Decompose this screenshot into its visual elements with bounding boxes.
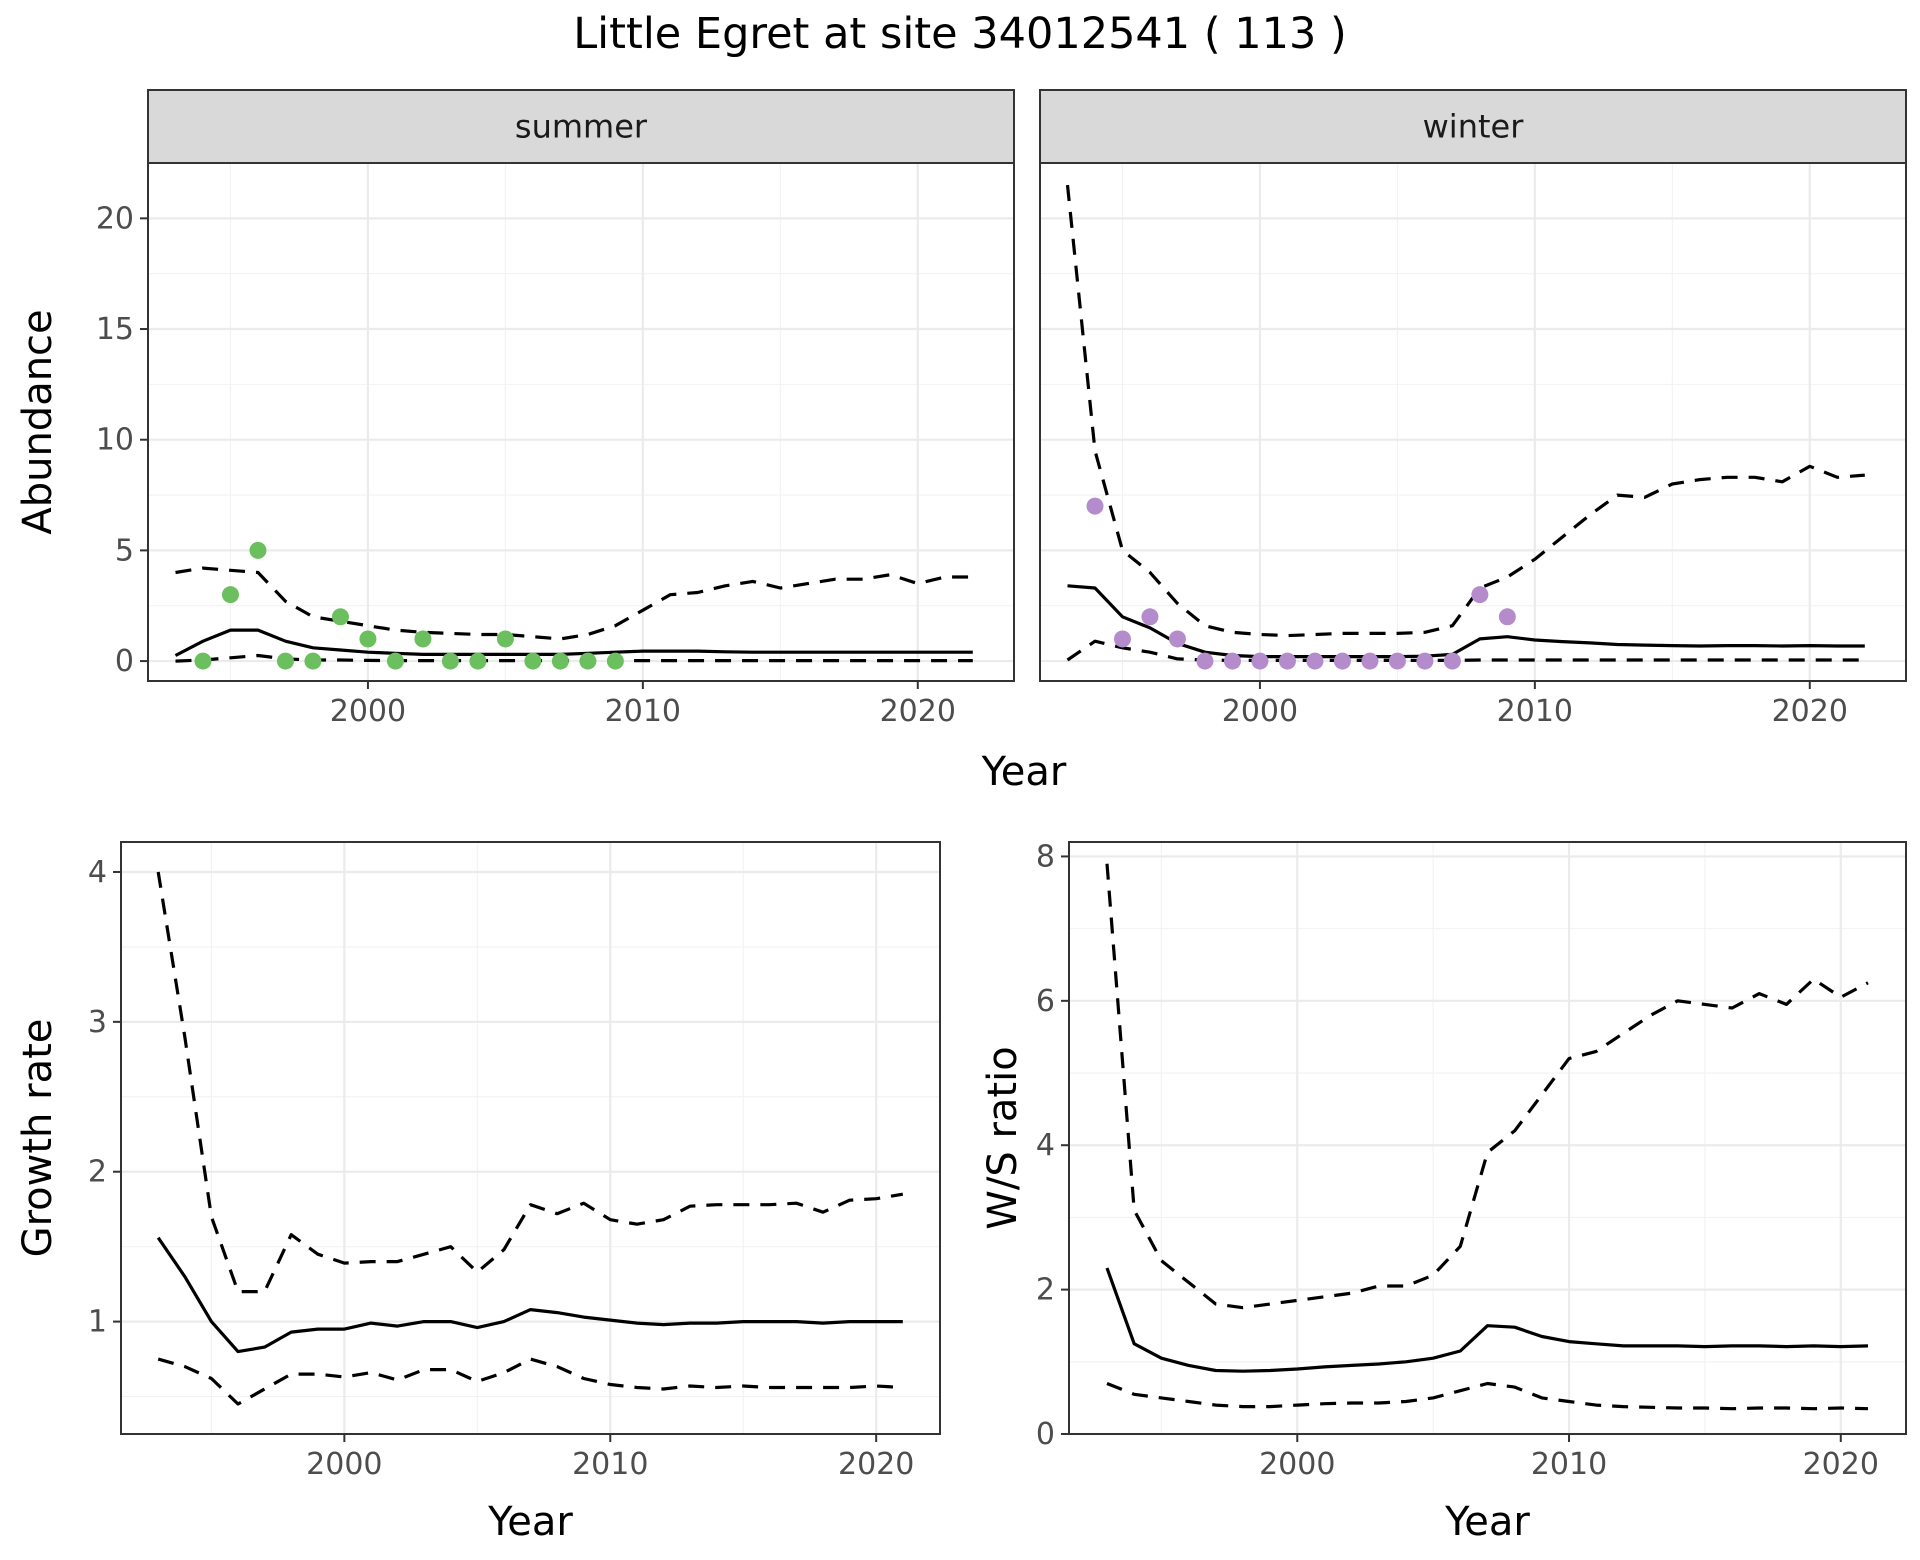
chart-3-x-tick-label-1: 2010 <box>572 1447 648 1482</box>
chart-4-x-axis-title: Year <box>1444 1499 1530 1545</box>
abundance-x-axis-title: Year <box>981 749 1067 795</box>
chart-3-y-tick-label-3: 4 <box>88 855 107 890</box>
chart-1-y-tick-label-0: 0 <box>115 644 134 679</box>
chart-2-panel-background <box>1040 163 1906 681</box>
chart-1-y-tick-label-2: 10 <box>96 423 134 458</box>
chart-4-panel-background <box>1069 842 1906 1434</box>
chart-3-y-tick-label-2: 3 <box>88 1005 107 1040</box>
chart-1-panel-background <box>148 163 1014 681</box>
chart-1-observed-point-11 <box>496 630 514 648</box>
chart-1-observed-point-12 <box>524 652 542 670</box>
chart-4-x-tick-label-1: 2010 <box>1531 1447 1607 1482</box>
chart-4-y-tick-label-1: 2 <box>1036 1273 1055 1308</box>
chart-2-observed-point-12 <box>1416 652 1434 670</box>
figure-title: Little Egret at site 34012541 ( 113 ) <box>573 9 1347 59</box>
chart-1-y-axis-title: Abundance <box>15 309 61 534</box>
chart-1-observed-point-3 <box>276 652 294 670</box>
chart-1-y-tick-label-3: 15 <box>96 312 134 347</box>
chart-1-observed-point-5 <box>331 608 349 626</box>
chart-1-observed-point-2 <box>249 541 267 559</box>
chart-2-facet-label: winter <box>1423 108 1525 146</box>
chart-2-observed-point-0 <box>1086 497 1104 515</box>
chart-2-observed-point-4 <box>1196 652 1214 670</box>
chart-1-observed-point-15 <box>606 652 624 670</box>
chart-2-observed-point-7 <box>1278 652 1296 670</box>
chart-4-x-tick-label-2: 2020 <box>1803 1447 1879 1482</box>
chart-2-observed-point-3 <box>1168 630 1186 648</box>
chart-4-y-tick-label-3: 6 <box>1036 984 1055 1019</box>
chart-4-lower-line <box>1106 1381 1869 1411</box>
chart-3-y-axis-title: Growth rate <box>15 1019 61 1258</box>
chart-1-x-tick-label-0: 2000 <box>330 694 406 729</box>
chart-3-lower-line <box>157 1357 903 1406</box>
chart-2-facet-strip <box>1039 89 1907 164</box>
chart-1-facet-label: summer <box>515 108 648 146</box>
chart-1-y-tick-label-4: 20 <box>96 201 134 236</box>
chart-3-y-tick-label-0: 1 <box>88 1305 107 1340</box>
chart-2-estimate-line <box>1067 584 1865 659</box>
chart-2-observed-point-5 <box>1223 652 1241 670</box>
chart-1-observed-point-10 <box>469 652 487 670</box>
chart-2-observed-point-9 <box>1333 652 1351 670</box>
chart-4-y-tick-label-2: 4 <box>1036 1128 1055 1163</box>
chart-2-observed-point-14 <box>1471 586 1489 604</box>
chart-3-x-axis-title: Year <box>487 1499 573 1545</box>
chart-4-y-tick-label-4: 8 <box>1036 839 1055 874</box>
chart-4-upper-line <box>1105 863 1869 1310</box>
chart-1-facet-strip <box>147 89 1015 164</box>
chart-3-panel-background <box>121 842 940 1434</box>
winter-abundance-chart: winter 2000 2010 2020 <box>1039 89 1907 729</box>
chart-4-panel-border <box>1068 841 1907 1435</box>
chart-1-observed-point-14 <box>579 652 597 670</box>
chart-1-observed-point-0 <box>194 652 212 670</box>
chart-3-x-tick-label-2: 2020 <box>838 1447 914 1482</box>
chart-2-observed-point-1 <box>1113 630 1131 648</box>
chart-1-observed-point-4 <box>304 652 322 670</box>
chart-1-x-tick-label-2: 2020 <box>880 694 956 729</box>
chart-2-x-tick-label-0: 2000 <box>1222 694 1298 729</box>
chart-1-y-tick-label-1: 5 <box>115 533 134 568</box>
chart-2-observed-point-11 <box>1388 652 1406 670</box>
chart-2-x-tick-label-1: 2010 <box>1497 694 1573 729</box>
ws-ratio-chart: 2000 2010 2020 0 2 4 6 8 W/S ratio Year <box>980 839 1907 1545</box>
chart-2-x-tick-label-2: 2020 <box>1772 694 1848 729</box>
chart-2-observed-point-8 <box>1306 652 1324 670</box>
chart-4-y-tick-label-0: 0 <box>1036 1417 1055 1452</box>
chart-1-observed-point-6 <box>359 630 377 648</box>
growth-rate-chart: 2000 2010 2020 1 2 3 4 Growth rate Year <box>15 841 941 1545</box>
chart-1-observed-point-13 <box>551 652 569 670</box>
chart-3-x-tick-label-0: 2000 <box>306 1447 382 1482</box>
chart-4-y-axis-title: W/S ratio <box>980 1046 1026 1229</box>
chart-3-estimate-line <box>156 1236 903 1354</box>
chart-4-estimate-line <box>1105 1267 1869 1373</box>
chart-1-observed-point-1 <box>221 586 239 604</box>
chart-4-x-tick-label-0: 2000 <box>1259 1447 1335 1482</box>
chart-1-estimate-line <box>174 628 973 657</box>
chart-1-upper-line <box>175 566 973 641</box>
chart-2-observed-point-6 <box>1251 652 1269 670</box>
chart-1-observed-point-7 <box>386 652 404 670</box>
chart-1-observed-point-8 <box>414 630 432 648</box>
chart-2-observed-point-15 <box>1498 608 1516 626</box>
chart-2-observed-point-13 <box>1443 652 1461 670</box>
chart-3-panel-border <box>120 841 941 1435</box>
summer-abundance-chart: summer 2000 2010 2020 0 5 10 15 20 Abundance <box>15 89 1015 729</box>
chart-2-observed-point-2 <box>1141 608 1159 626</box>
chart-1-x-tick-label-1: 2010 <box>605 694 681 729</box>
chart-3-upper-line <box>156 871 904 1294</box>
chart-2-observed-point-10 <box>1361 652 1379 670</box>
chart-2-upper-line <box>1065 184 1865 638</box>
chart-1-observed-point-9 <box>441 652 459 670</box>
chart-3-y-tick-label-1: 2 <box>88 1155 107 1190</box>
